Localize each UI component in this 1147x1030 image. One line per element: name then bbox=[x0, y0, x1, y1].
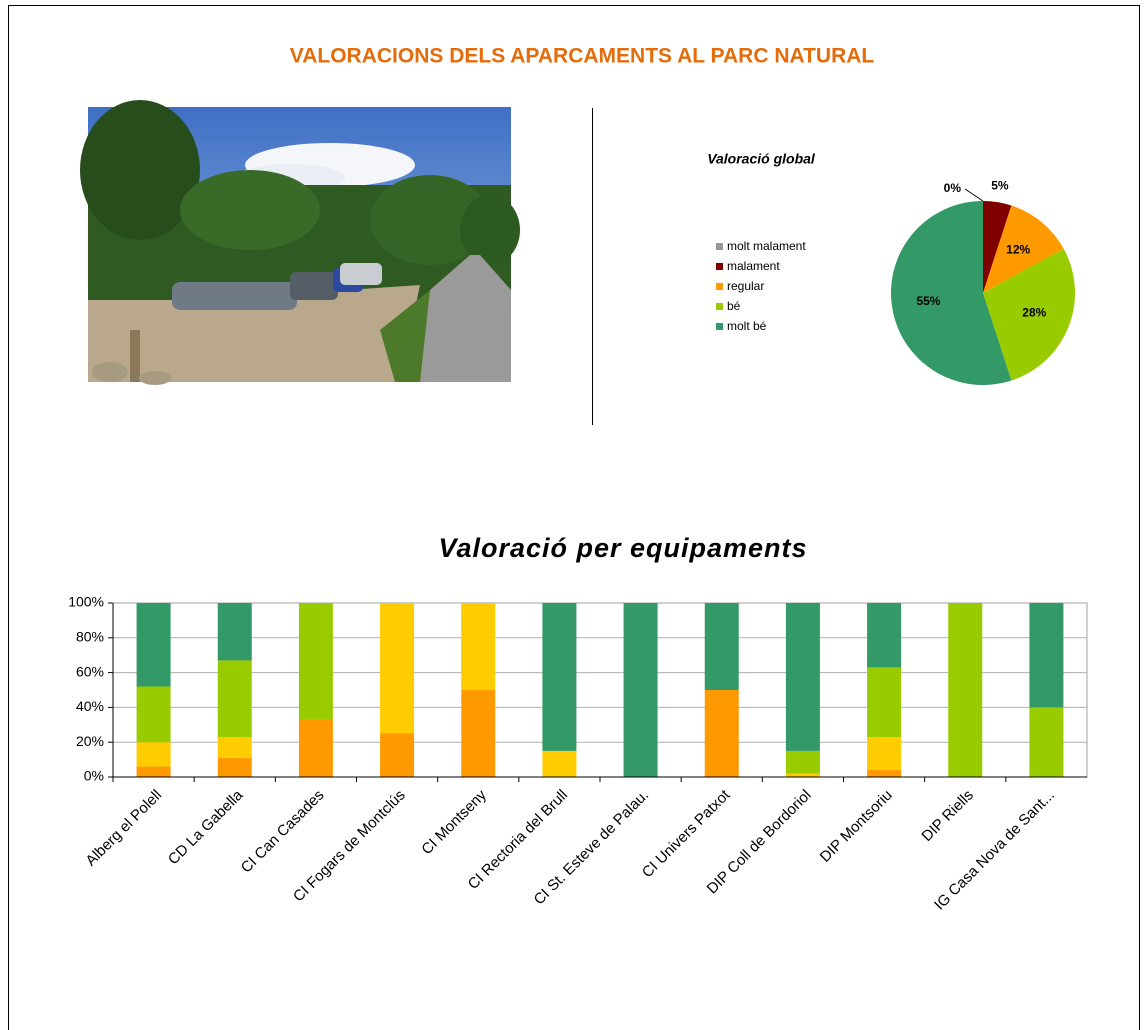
legend-label: bé bbox=[727, 299, 741, 313]
bar-segment bbox=[867, 667, 902, 737]
bar-title: Valoració per equipaments bbox=[438, 533, 807, 563]
bar-segment bbox=[1029, 707, 1064, 777]
legend-swatch bbox=[716, 243, 723, 250]
legend-label: molt malament bbox=[727, 239, 806, 253]
x-tick-label: CI Univers Patxot bbox=[639, 786, 734, 881]
bar-segment bbox=[461, 603, 496, 690]
pie-slice bbox=[983, 205, 1064, 293]
x-tick-label: CI Can Casades bbox=[238, 787, 328, 877]
bar-segment bbox=[948, 603, 983, 777]
photo bbox=[80, 100, 520, 385]
pie-value-label: 5% bbox=[991, 179, 1009, 193]
pie-title: Valoració global bbox=[707, 151, 816, 167]
legend-swatch bbox=[716, 283, 723, 290]
bar-segment bbox=[136, 766, 171, 777]
bar-segment bbox=[867, 736, 902, 771]
plot-border bbox=[112, 602, 1088, 778]
y-tick-label: 100% bbox=[68, 594, 104, 610]
legend-swatch bbox=[716, 263, 723, 270]
y-tick-label: 60% bbox=[76, 663, 104, 679]
pie-slice bbox=[983, 201, 1012, 293]
y-tick-label: 0% bbox=[84, 768, 104, 784]
pie-value-label: 28% bbox=[1022, 305, 1046, 319]
x-tick-label: CD La Gabella bbox=[165, 786, 247, 868]
bar-segment bbox=[542, 603, 577, 751]
bar-segment bbox=[704, 603, 739, 690]
pie-value-label: 12% bbox=[1006, 243, 1030, 257]
page-title: VALORACIONS DELS APARCAMENTS AL PARC NAT… bbox=[290, 45, 875, 68]
bar-segment bbox=[380, 603, 415, 734]
pie-value-label: 55% bbox=[916, 294, 940, 308]
bar-segment bbox=[217, 660, 252, 737]
pie-value-label: 0% bbox=[944, 181, 962, 195]
legend-label: malament bbox=[727, 259, 780, 273]
y-tick-label: 80% bbox=[76, 629, 104, 645]
legend-swatch bbox=[716, 303, 723, 310]
bar-segment bbox=[1029, 603, 1064, 708]
page-border bbox=[8, 5, 1140, 1030]
x-tick-label: CI Montseny bbox=[418, 786, 490, 858]
bar-segment bbox=[704, 690, 739, 777]
pie-slice bbox=[983, 248, 1075, 381]
bar-segment bbox=[136, 603, 171, 687]
y-tick-label: 20% bbox=[76, 733, 104, 749]
bar-segment bbox=[867, 770, 902, 777]
x-tick-label: Alberg el Polell bbox=[82, 787, 165, 870]
legend-label: molt bé bbox=[727, 319, 767, 333]
legend-swatch bbox=[716, 323, 723, 330]
bar-segment bbox=[785, 603, 820, 751]
leader-line bbox=[964, 188, 984, 202]
x-tick-label: DIP Riells bbox=[918, 787, 976, 845]
bar-segment bbox=[298, 719, 333, 777]
bar-segment bbox=[461, 690, 496, 777]
legend-label: regular bbox=[727, 279, 764, 293]
bar-segment bbox=[380, 733, 415, 777]
bar-segment bbox=[867, 603, 902, 668]
bar-segment bbox=[298, 603, 333, 720]
bar-segment bbox=[785, 750, 820, 774]
bar-segment bbox=[623, 603, 658, 777]
bar-segment bbox=[785, 773, 820, 777]
bar-segment bbox=[217, 736, 252, 758]
bar-segment bbox=[136, 686, 171, 743]
x-tick-label: DIP Montsoriu bbox=[817, 787, 896, 866]
bar-segment bbox=[217, 603, 252, 661]
y-tick-label: 40% bbox=[76, 698, 104, 714]
bar-segment bbox=[136, 742, 171, 767]
bar-segment bbox=[217, 757, 252, 777]
bar-segment bbox=[542, 750, 577, 777]
pie-slice bbox=[890, 201, 1012, 385]
